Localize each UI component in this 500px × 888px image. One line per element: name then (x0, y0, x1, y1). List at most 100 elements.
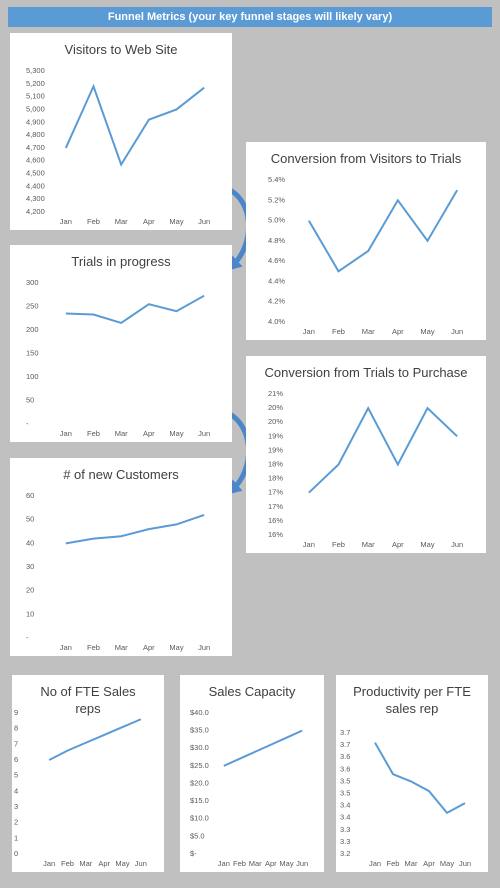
y-tick-label: 4,800 (26, 130, 45, 139)
y-tick-label: 3.4 (340, 813, 350, 822)
y-tick-label: 4 (14, 786, 18, 795)
y-tick-label: 5,100 (26, 92, 45, 101)
y-tick-label: 300 (26, 278, 39, 287)
x-tick-label: May (440, 859, 454, 868)
y-tick-label: 18% (268, 474, 283, 483)
x-tick-label: May (115, 859, 129, 868)
y-tick-label: $30.0 (190, 743, 209, 752)
y-tick-label: 7 (14, 739, 18, 748)
x-tick-label: Jan (218, 859, 230, 868)
data-line (307, 189, 459, 273)
chart: 0 1 2 3 4 5 6 7 8 9 Jan Feb Mar Apr May Jun (14, 708, 147, 868)
y-tick-label: 100 (26, 372, 39, 381)
y-tick-label: 4.6% (268, 256, 285, 265)
y-tick-label: 5.2% (268, 195, 285, 204)
chart: - 10 20 30 40 50 60 Jan Feb Mar Apr May Jun (26, 491, 210, 652)
x-tick-label: Jan (303, 327, 315, 336)
x-tick-label: Feb (87, 429, 100, 438)
y-tick-label: $35.0 (190, 726, 209, 735)
chart: 4,200 4,300 4,400 4,500 4,600 4,700 4,800 4,900… (26, 66, 210, 226)
chart: 3.2 3.3 3.3 3.4 3.4 3.5 3.5 3.6 3.6 3.7 3.7 Jan Feb M… (340, 728, 471, 868)
x-tick-label: May (169, 429, 183, 438)
data-line (65, 513, 205, 545)
y-tick-label: 2 (14, 818, 18, 827)
y-tick-label: 5 (14, 771, 18, 780)
y-tick-label: $- (190, 849, 197, 858)
y-tick-label: 0 (14, 849, 18, 858)
x-tick-label: Jun (198, 217, 210, 226)
x-tick-label: Mar (79, 859, 92, 868)
y-tick-label: 17% (268, 502, 283, 511)
y-tick-label: $25.0 (190, 761, 209, 770)
x-tick-label: Feb (233, 859, 246, 868)
y-tick-label: 3.6 (340, 752, 350, 761)
y-tick-label: $20.0 (190, 778, 209, 787)
y-tick-label: 4,700 (26, 143, 45, 152)
chart-title: Conversion from Visitors to Trials (270, 151, 462, 166)
y-tick-label: 50 (26, 515, 34, 524)
x-tick-label: Apr (392, 540, 404, 549)
x-tick-label: Apr (143, 429, 155, 438)
x-tick-label: Mar (249, 859, 262, 868)
y-tick-label: 150 (26, 348, 39, 357)
x-tick-label: Mar (115, 217, 128, 226)
x-tick-label: Jun (459, 859, 471, 868)
x-tick-label: Jan (60, 217, 72, 226)
y-tick-label: 20% (268, 403, 283, 412)
y-tick-label: 3.4 (340, 801, 350, 810)
x-tick-label: Mar (362, 540, 375, 549)
chart: 4.0% 4.2% 4.4% 4.6% 4.8% 5.0% 5.2% 5.4% Jan Feb Ma… (268, 175, 463, 336)
y-tick-label: 5.0% (268, 216, 285, 225)
y-tick-label: 20 (26, 586, 34, 595)
y-tick-label: 4.4% (268, 276, 285, 285)
x-tick-label: Apr (143, 643, 155, 652)
chart-panel: Trials in progress - 50 100 150 200 250 300 Jan F… (10, 245, 232, 442)
y-tick-label: 5,000 (26, 104, 45, 113)
x-tick-label: Feb (87, 643, 100, 652)
y-tick-label: 8 (14, 724, 18, 733)
y-tick-label: 1 (14, 833, 18, 842)
data-line (374, 742, 466, 815)
data-line (308, 405, 458, 494)
y-tick-label: 4,200 (26, 207, 45, 216)
x-tick-label: Mar (405, 859, 418, 868)
chart-panel: No of FTE Sales reps 0 1 2 3 4 5 6 7 8 9 Jan Feb Mar A… (12, 675, 164, 872)
x-tick-label: Jun (198, 429, 210, 438)
y-tick-label: 4.0% (268, 317, 285, 326)
y-tick-label: $40.0 (190, 708, 209, 717)
x-tick-label: Jun (198, 643, 210, 652)
y-tick-label: 4,300 (26, 194, 45, 203)
chart-title: No of FTE Sales reps (40, 684, 136, 716)
x-tick-label: Jan (369, 859, 381, 868)
y-tick-label: 18% (268, 459, 283, 468)
chart-title: Visitors to Web Site (64, 42, 178, 57)
y-tick-label: 4,900 (26, 117, 45, 126)
y-tick-label: 5,300 (26, 66, 45, 75)
x-tick-label: Feb (332, 540, 345, 549)
y-tick-label: 3.6 (340, 764, 350, 773)
chart-title: Productivity per FTE sales rep (353, 684, 471, 716)
chart-panel: Conversion from Trials to Purchase 16% 16%… (246, 356, 486, 553)
y-tick-label: 3.7 (340, 740, 350, 749)
chart-title: Sales Capacity (208, 684, 296, 699)
y-tick-label: 16% (268, 530, 283, 539)
y-tick-label: 5.4% (268, 175, 285, 184)
y-tick-label: 21% (268, 389, 283, 398)
y-tick-label: 4,500 (26, 169, 45, 178)
x-tick-label: Jan (60, 643, 72, 652)
y-tick-label: 3.2 (340, 849, 350, 858)
x-tick-label: Apr (392, 327, 404, 336)
x-tick-label: Mar (115, 429, 128, 438)
y-tick-label: 4.2% (268, 297, 285, 306)
x-tick-label: Apr (423, 859, 435, 868)
x-tick-label: May (420, 540, 434, 549)
y-tick-label: 3 (14, 802, 18, 811)
y-tick-label: 40 (26, 538, 34, 547)
y-tick-label: $15.0 (190, 796, 209, 805)
x-tick-label: Mar (115, 643, 128, 652)
y-tick-label: 19% (268, 445, 283, 454)
y-tick-label: - (26, 633, 29, 642)
x-tick-label: Jan (60, 429, 72, 438)
chart-panel: Productivity per FTE sales rep 3.2 3.3 3.3 3… (336, 675, 488, 872)
